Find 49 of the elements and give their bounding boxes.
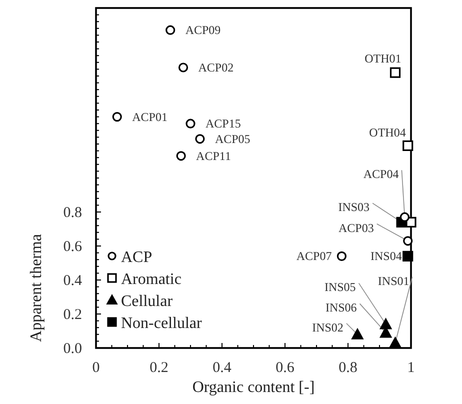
x-tick-label: 0.4 (212, 360, 232, 376)
point (380, 318, 392, 330)
point (195, 134, 205, 144)
x-tick-label: 0.6 (276, 360, 295, 376)
x-axis-title: Organic content [-] (192, 379, 315, 396)
point (112, 112, 122, 122)
point (336, 251, 346, 261)
annotation: ACP07 (296, 249, 332, 264)
annotation: INS05 (324, 280, 356, 294)
y-axis-title: Apparent therma (28, 234, 45, 342)
annotation: OTH01 (364, 52, 402, 66)
point (178, 62, 188, 72)
point (186, 118, 196, 128)
y-tick-label: 0.0 (63, 341, 82, 357)
point (351, 328, 364, 340)
y-tick-label: 0.4 (63, 273, 82, 289)
annotation: ACP04 (363, 167, 399, 182)
annotation: INS06 (325, 300, 357, 315)
y-tick-label: 0.2 (63, 307, 82, 323)
x-tick-label: 0.2 (150, 360, 168, 376)
annotation: INS03 (338, 200, 370, 214)
annotation: OTH04 (369, 126, 406, 140)
point (166, 25, 176, 35)
x-tick-label: 0 (92, 360, 100, 376)
legend-label: Non-cellular (121, 315, 203, 332)
annotation: INS01 (378, 274, 410, 288)
legend-label: ACP (121, 249, 152, 266)
point (402, 140, 414, 151)
point (389, 336, 402, 348)
annotation: ACP03 (338, 220, 374, 235)
y-tick-label: 0.6 (63, 239, 82, 255)
point (176, 151, 186, 161)
x-tick-label: 1 (407, 360, 415, 376)
annotation: ACP01 (132, 110, 168, 124)
y-tick-label: 0.8 (63, 205, 82, 221)
annotation: INS02 (312, 320, 344, 334)
annotation: ACP05 (214, 132, 250, 146)
annotation: INS04 (370, 249, 402, 264)
point (390, 67, 401, 78)
x-tick-label: 0.8 (338, 360, 358, 376)
annotation: ACP09 (185, 23, 221, 38)
annotation: ACP02 (198, 60, 234, 74)
point (403, 236, 413, 246)
annotation: ACP11 (196, 148, 231, 163)
point (400, 212, 410, 222)
annotation: ACP15 (206, 116, 241, 131)
legend-label: Cellular (121, 293, 174, 310)
point (402, 250, 414, 262)
legend-label: Aromatic (121, 271, 182, 288)
